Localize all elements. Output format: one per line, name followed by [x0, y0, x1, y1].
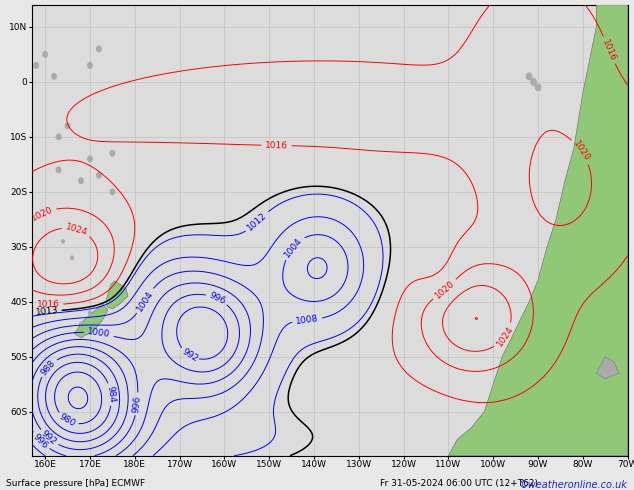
Polygon shape — [106, 281, 128, 309]
Circle shape — [96, 46, 101, 51]
Text: 980: 980 — [58, 412, 77, 429]
Text: Fr 31-05-2024 06:00 UTC (12+T62): Fr 31-05-2024 06:00 UTC (12+T62) — [380, 479, 538, 488]
Text: 1020: 1020 — [433, 278, 456, 300]
Circle shape — [110, 189, 115, 195]
Text: 1024: 1024 — [495, 324, 515, 348]
Circle shape — [56, 134, 61, 140]
Text: 992: 992 — [181, 347, 200, 364]
Polygon shape — [597, 357, 619, 379]
Text: 996: 996 — [207, 291, 226, 306]
Circle shape — [110, 150, 115, 156]
Text: 984: 984 — [105, 385, 116, 403]
Circle shape — [526, 73, 532, 80]
Text: 1016: 1016 — [600, 38, 618, 63]
Text: 1008: 1008 — [295, 314, 319, 326]
Text: 1016: 1016 — [37, 300, 60, 309]
Text: 1013: 1013 — [35, 306, 58, 318]
Text: 1004: 1004 — [282, 236, 304, 259]
Text: ©weatheronline.co.uk: ©weatheronline.co.uk — [519, 480, 628, 490]
Polygon shape — [448, 5, 628, 456]
Text: 1020: 1020 — [571, 140, 592, 164]
Text: 996: 996 — [32, 432, 50, 450]
Circle shape — [34, 63, 39, 68]
Circle shape — [96, 172, 101, 178]
Text: 988: 988 — [39, 358, 57, 377]
Text: Surface pressure [hPa] ECMWF: Surface pressure [hPa] ECMWF — [6, 479, 145, 488]
Text: 992: 992 — [39, 429, 58, 447]
Circle shape — [70, 256, 74, 259]
Circle shape — [87, 63, 92, 68]
Circle shape — [80, 322, 82, 325]
Text: 1024: 1024 — [64, 222, 89, 237]
Circle shape — [531, 78, 536, 85]
Circle shape — [87, 156, 92, 162]
Text: 1012: 1012 — [245, 211, 269, 233]
Circle shape — [79, 178, 83, 184]
Circle shape — [52, 74, 56, 79]
Text: 1020: 1020 — [30, 205, 55, 222]
Text: 1004: 1004 — [135, 289, 155, 313]
Circle shape — [535, 84, 541, 91]
Circle shape — [89, 311, 91, 315]
Circle shape — [61, 240, 65, 243]
Circle shape — [56, 167, 61, 172]
Polygon shape — [74, 304, 108, 338]
Text: 1000: 1000 — [87, 327, 111, 340]
Circle shape — [65, 123, 70, 128]
Circle shape — [43, 51, 48, 57]
Text: 1016: 1016 — [265, 141, 288, 150]
Text: 996: 996 — [132, 395, 143, 413]
